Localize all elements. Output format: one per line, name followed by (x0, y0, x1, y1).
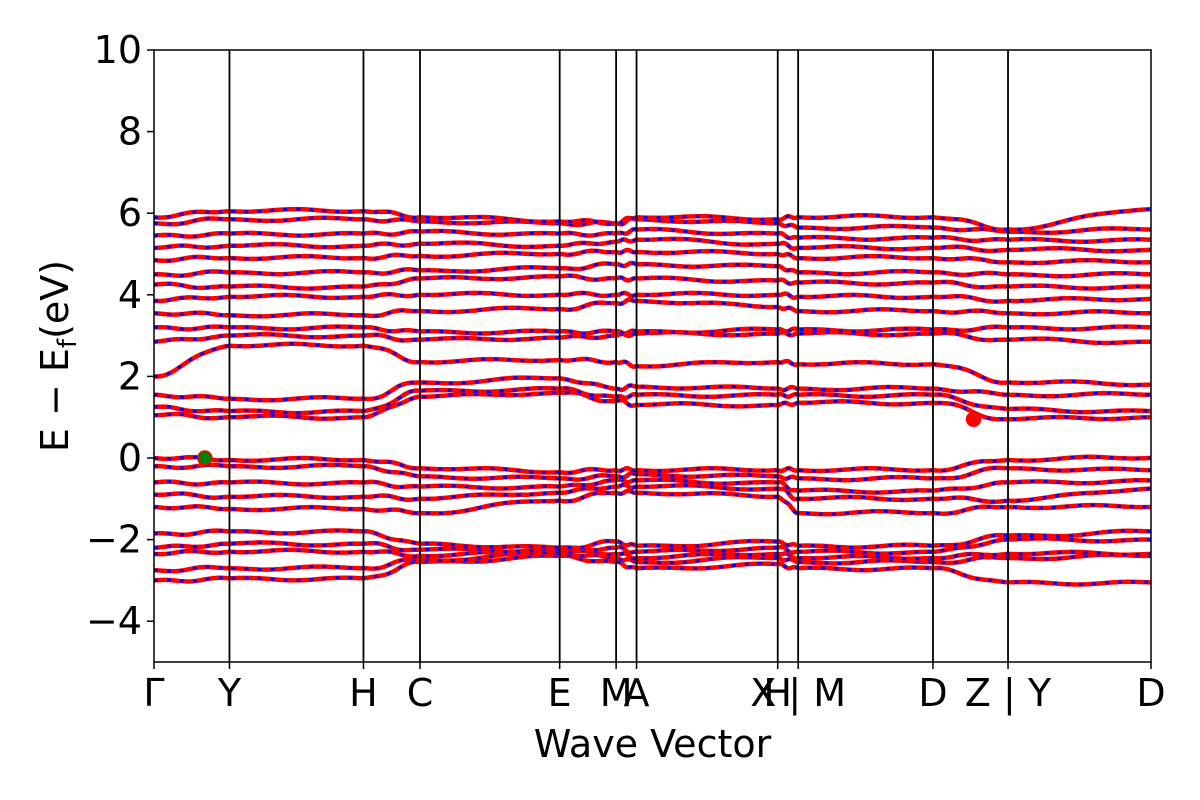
x-tick-label: D (918, 671, 947, 715)
band-13-spin-up (154, 375, 1151, 403)
y-tick-label: 2 (118, 354, 142, 398)
band-2 (154, 551, 1151, 574)
band-17 (154, 297, 1151, 319)
band-18 (154, 290, 1151, 304)
band-6-spin-up (154, 488, 1151, 517)
band-18-spin-down (154, 291, 1151, 304)
band-23-spin-down (154, 227, 1151, 244)
band-15-spin-up (154, 329, 1151, 346)
band-25 (154, 206, 1151, 233)
band-11 (154, 390, 1151, 422)
band-7 (154, 482, 1151, 505)
y-tick-label: −4 (86, 599, 142, 643)
band-1-spin-up (154, 553, 1151, 587)
x-tick-label: H (349, 671, 378, 715)
y-axis-label-subscript: f (53, 338, 83, 348)
band-22 (154, 236, 1151, 254)
x-tick-label: Y (217, 671, 242, 715)
kpoint-lines-layer (228, 50, 1009, 662)
band-10 (154, 454, 1151, 476)
x-tick-label: Z | Y (965, 671, 1052, 716)
band-19 (154, 273, 1151, 291)
band-24-spin-down (154, 216, 1151, 235)
band-1 (154, 553, 1151, 587)
band-20-spin-up (154, 260, 1151, 279)
band-3-spin-up (154, 547, 1151, 562)
x-tick-label: M (600, 671, 633, 715)
band-20 (154, 260, 1151, 279)
band-19-spin-up (154, 273, 1151, 291)
band-16-spin-down (154, 325, 1151, 336)
band-25-spin-up (154, 206, 1151, 233)
band-2-spin-up (154, 551, 1151, 574)
band-15 (154, 329, 1151, 346)
band-5 (154, 528, 1151, 551)
band-23 (154, 226, 1151, 244)
band-24 (154, 215, 1151, 235)
x-tick-label: E (548, 671, 572, 715)
band-14-spin-up (154, 341, 1151, 388)
y-axis-label-main: E − E (33, 348, 77, 452)
x-axis-label: Wave Vector (534, 722, 772, 766)
y-axis-label-unit: (eV) (33, 260, 77, 339)
x-tick-label: Γ (143, 671, 164, 715)
band-14 (154, 341, 1151, 388)
band-7-spin-up (154, 482, 1151, 505)
y-axis-label: E − Ef(eV) (33, 260, 83, 452)
y-tick-label: 4 (118, 273, 142, 317)
cbm-marker (965, 411, 982, 427)
band-3 (154, 547, 1151, 562)
band-4-spin-up (154, 536, 1151, 556)
y-tick-label: 6 (118, 191, 142, 235)
y-ticks-layer: −4 −2 0 2 4 6 8 10 (86, 28, 154, 643)
band-5-spin-up (154, 528, 1151, 551)
band-9 (154, 462, 1151, 483)
plot-frame (153, 49, 1152, 663)
band-13 (154, 375, 1151, 403)
band-16 (154, 324, 1151, 336)
band-21-spin-down (154, 248, 1151, 265)
band-9-spin-down (154, 463, 1151, 482)
y-tick-label: 8 (118, 110, 142, 154)
band-11-spin-up (154, 390, 1151, 422)
band-12 (154, 385, 1151, 416)
x-tick-label: D (1136, 671, 1165, 715)
band-10-spin-down (154, 455, 1151, 475)
band-22-spin-down (154, 237, 1151, 253)
band-20-spin-down (154, 261, 1151, 278)
vbm-marker (197, 450, 213, 466)
band-4 (154, 536, 1151, 556)
band-15-spin-down (154, 330, 1151, 345)
band-6 (154, 488, 1151, 517)
y-tick-label: −2 (86, 518, 142, 562)
y-tick-label: 0 (118, 436, 142, 480)
band-16-spin-up (154, 324, 1151, 336)
band-14-spin-down (154, 342, 1151, 387)
band-21 (154, 247, 1151, 266)
band-12-spin-up (154, 385, 1151, 416)
x-tick-label: A (624, 671, 650, 715)
y-tick-label: 10 (94, 28, 142, 72)
band-8-spin-up (154, 477, 1151, 495)
x-tick-label: H (763, 671, 792, 715)
x-tick-label: C (407, 671, 434, 715)
band-17-spin-up (154, 297, 1151, 319)
x-tick-label: X | M (750, 671, 846, 716)
band-19-spin-down (154, 274, 1151, 291)
band-12-spin-down (154, 386, 1151, 415)
band-8 (154, 477, 1151, 495)
special-points-layer (197, 411, 982, 466)
bands-layer (154, 206, 1151, 587)
